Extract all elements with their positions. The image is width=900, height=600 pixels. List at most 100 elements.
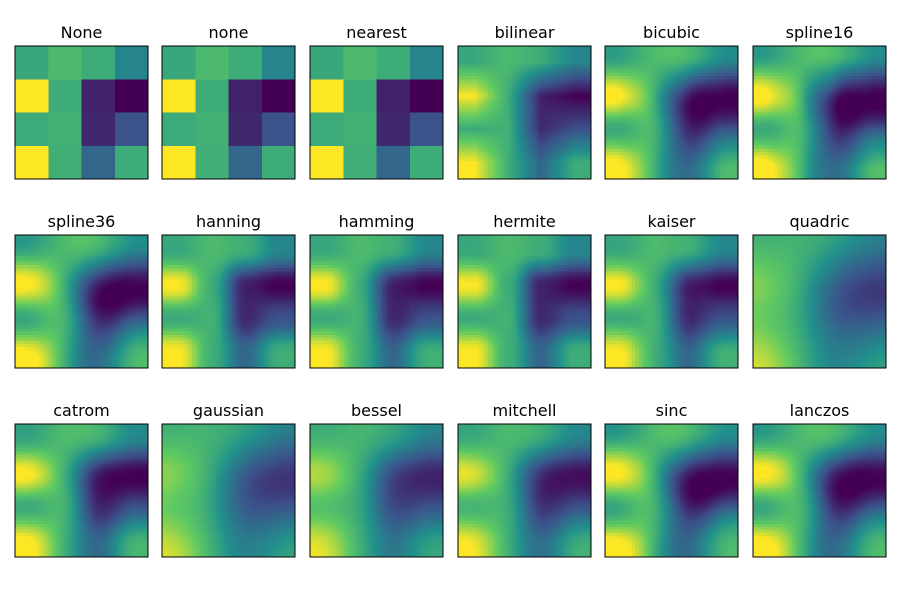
heatmap-cell	[623, 85, 627, 89]
heatmap-cell	[877, 106, 881, 110]
heatmap-cell	[617, 67, 621, 71]
heatmap-cell	[461, 116, 465, 120]
heatmap-cell	[564, 73, 568, 77]
heatmap-cell	[792, 64, 796, 68]
heatmap-cell	[693, 106, 697, 110]
heatmap-cell	[461, 103, 465, 107]
heatmap-cell	[711, 170, 715, 174]
heatmap-cell	[832, 55, 836, 59]
heatmap-cell	[696, 149, 700, 153]
heatmap-cell	[506, 76, 510, 80]
heatmap-cell	[635, 109, 639, 113]
heatmap-cell	[525, 49, 529, 53]
heatmap-cell	[534, 103, 538, 107]
heatmap-cell	[582, 164, 586, 168]
heatmap-cell	[717, 85, 721, 89]
heatmap-cell	[564, 158, 568, 162]
heatmap-cell	[759, 94, 763, 98]
heatmap-cell	[343, 79, 377, 113]
heatmap-cell	[693, 49, 697, 53]
heatmap-cell	[573, 82, 577, 86]
heatmap-cell	[756, 46, 760, 50]
heatmap-cell	[494, 131, 498, 135]
heatmap-cell	[804, 76, 808, 80]
heatmap-cell	[540, 119, 544, 123]
heatmap-cell	[687, 113, 691, 117]
heatmap-cell	[653, 170, 657, 174]
heatmap-cell	[729, 134, 733, 138]
heatmap-cell	[880, 88, 884, 92]
heatmap-cell	[795, 73, 799, 77]
panel-title: none	[209, 23, 249, 42]
heatmap-cell	[684, 64, 688, 68]
heatmap-cell	[561, 143, 565, 147]
heatmap-cell	[518, 113, 522, 117]
heatmap-cell	[464, 73, 468, 77]
heatmap-cell	[681, 97, 685, 101]
heatmap-cell	[579, 61, 583, 65]
heatmap-cell	[684, 164, 688, 168]
heatmap-cell	[485, 106, 489, 110]
heatmap-cell	[708, 76, 712, 80]
heatmap-cell	[717, 106, 721, 110]
heatmap-cell	[656, 137, 660, 141]
heatmap-cell	[582, 106, 586, 110]
heatmap-cell	[668, 100, 672, 104]
heatmap-cell	[862, 79, 866, 83]
heatmap-cell	[678, 131, 682, 135]
heatmap-cell	[540, 146, 544, 150]
heatmap-cell	[464, 52, 468, 56]
heatmap-cell	[605, 64, 609, 68]
heatmap-cell	[464, 76, 468, 80]
heatmap-cell	[570, 122, 574, 126]
heatmap-cell	[482, 173, 486, 177]
heatmap-cell	[798, 58, 802, 62]
heatmap-cell	[579, 79, 583, 83]
heatmap-cell	[531, 125, 535, 129]
heatmap-cell	[488, 170, 492, 174]
heatmap-cell	[841, 52, 845, 56]
heatmap-cell	[564, 161, 568, 165]
heatmap-cell	[605, 94, 609, 98]
heatmap-cell	[476, 88, 480, 92]
heatmap-cell	[672, 170, 676, 174]
heatmap-cell	[482, 49, 486, 53]
heatmap-cell	[847, 55, 851, 59]
heatmap-cell	[690, 55, 694, 59]
heatmap-cell	[681, 128, 685, 132]
heatmap-cell	[835, 100, 839, 104]
heatmap-cell	[641, 149, 645, 153]
heatmap-cell	[549, 143, 553, 147]
heatmap-cell	[494, 170, 498, 174]
heatmap-cell	[783, 100, 787, 104]
heatmap-cell	[690, 173, 694, 177]
heatmap-cell	[497, 67, 501, 71]
heatmap-cell	[614, 170, 618, 174]
heatmap-cell	[614, 140, 618, 144]
heatmap-cell	[702, 106, 706, 110]
heatmap-cell	[820, 106, 824, 110]
heatmap-cell	[759, 91, 763, 95]
heatmap-cell	[783, 94, 787, 98]
heatmap-cell	[470, 119, 474, 123]
heatmap-cell	[482, 161, 486, 165]
heatmap-cell	[585, 76, 589, 80]
heatmap-cell	[503, 109, 507, 113]
heatmap-cell	[844, 46, 848, 50]
heatmap-cell	[708, 82, 712, 86]
heatmap-cell	[464, 131, 468, 135]
heatmap-cell	[534, 67, 538, 71]
heatmap-cell	[549, 137, 553, 141]
heatmap-cell	[629, 52, 633, 56]
heatmap-cell	[826, 82, 830, 86]
heatmap-cell	[549, 116, 553, 120]
heatmap-cell	[479, 67, 483, 71]
heatmap-cell	[558, 119, 562, 123]
heatmap-cell	[838, 109, 842, 113]
heatmap-cell	[690, 91, 694, 95]
heatmap-cell	[653, 131, 657, 135]
heatmap-cell	[696, 55, 700, 59]
heatmap-cell	[672, 122, 676, 126]
heatmap-cell	[540, 158, 544, 162]
heatmap-cell	[877, 100, 881, 104]
